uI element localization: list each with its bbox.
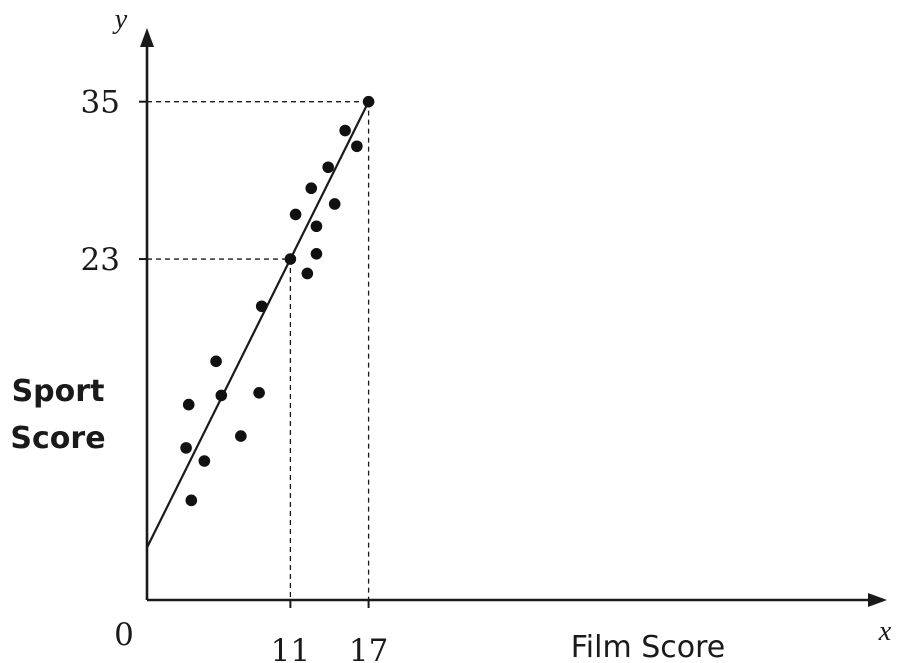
line-of-best-fit — [146, 101, 370, 549]
x-tick-labels: 11 17 — [271, 600, 388, 663]
x-axis-arrowhead — [868, 593, 887, 607]
x-tick-label: 11 — [271, 633, 310, 663]
data-point — [322, 161, 334, 174]
y-tick-label: 23 — [81, 242, 120, 278]
data-point — [328, 198, 341, 210]
x-axis-variable: x — [878, 616, 892, 647]
y-axis-variable: y — [112, 4, 128, 35]
data-point — [339, 124, 351, 137]
data-point — [289, 208, 302, 221]
data-point — [362, 95, 375, 108]
guide-lines — [147, 101, 370, 600]
data-point — [182, 398, 195, 411]
data-point — [255, 300, 268, 313]
y-tick-label: 35 — [81, 85, 120, 121]
data-point — [284, 253, 297, 265]
y-axis-title-line-1: Sport — [12, 374, 105, 409]
data-point — [185, 494, 198, 507]
y-axis-title-line-2: Score — [10, 421, 105, 456]
x-tick-label: 17 — [349, 633, 388, 663]
data-point — [351, 140, 363, 153]
x-axis-title: Film Score — [571, 630, 726, 663]
data-point — [301, 267, 314, 280]
data-point — [180, 442, 192, 454]
origin-label: 0 — [114, 617, 134, 653]
data-point — [210, 355, 222, 368]
data-point — [235, 430, 247, 442]
data-point — [253, 387, 265, 399]
y-axis-arrowhead — [140, 28, 154, 47]
data-point — [310, 220, 323, 233]
data-points — [180, 95, 375, 507]
data-point — [310, 248, 323, 260]
y-tick-labels: 23 35 — [81, 85, 147, 278]
data-point — [198, 455, 211, 467]
data-point — [215, 389, 228, 402]
data-point — [305, 182, 318, 195]
